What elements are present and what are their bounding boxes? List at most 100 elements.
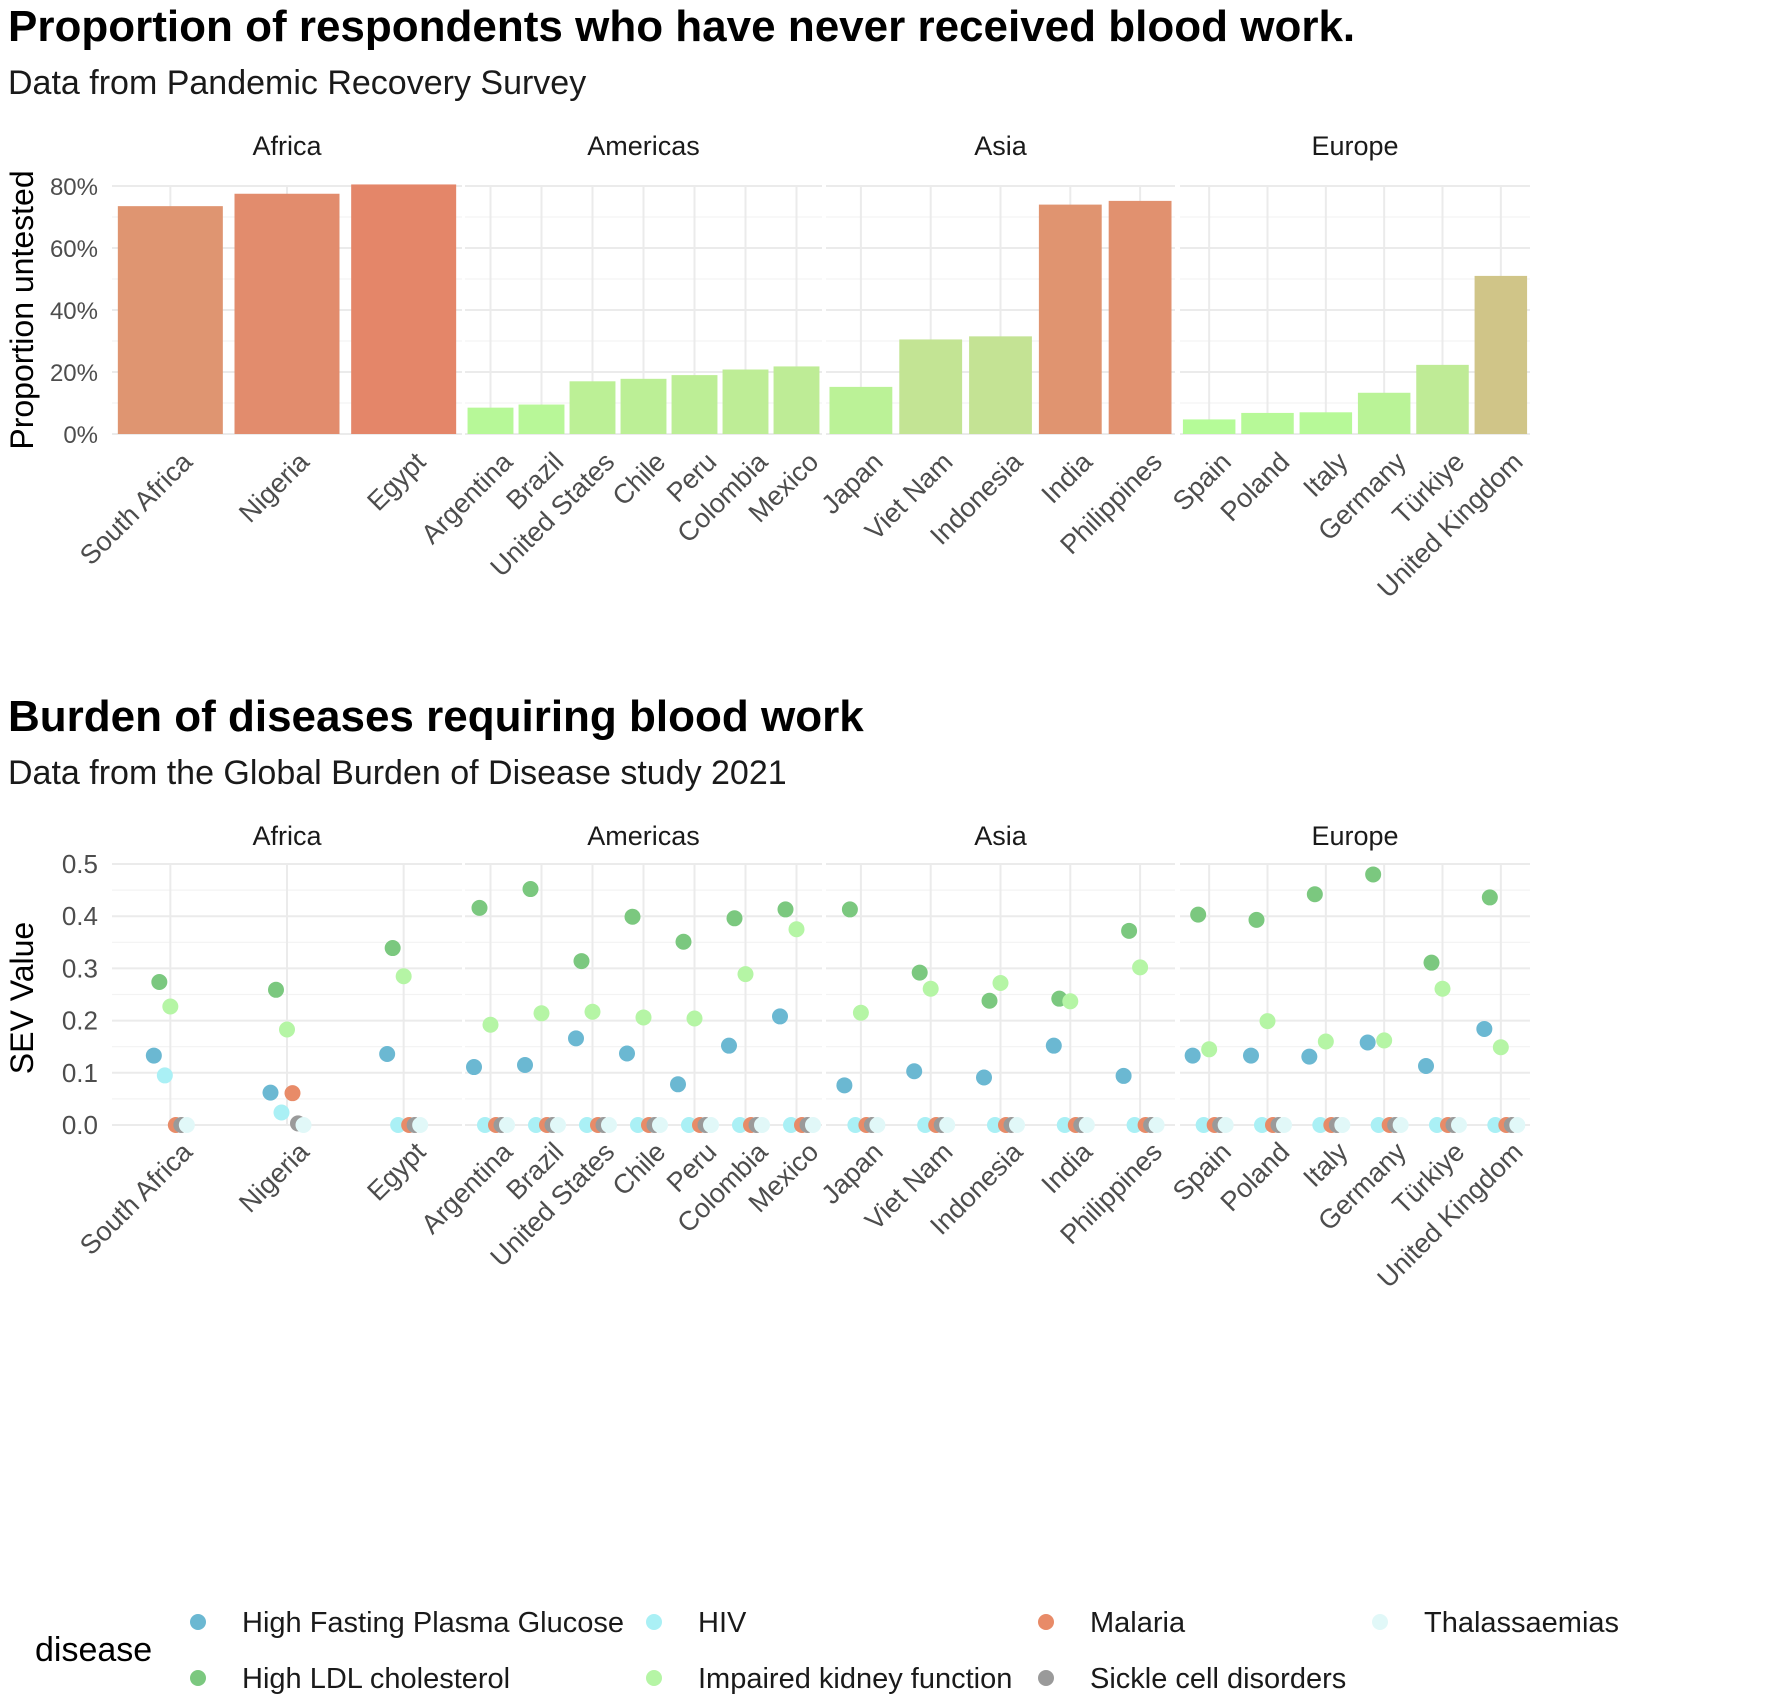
point-hiv-india (1056, 1117, 1073, 1133)
point-high-ldl-cholesterol-viet-nam (911, 964, 928, 981)
point-high-fasting-plasma-glucose-nigeria (262, 1084, 279, 1101)
point-impaired-kidney-function-indonesia (992, 975, 1009, 992)
point-high-ldl-cholesterol-argentina (471, 899, 488, 916)
point-high-fasting-plasma-glucose-t-rkiye (1418, 1058, 1434, 1075)
point-high-ldl-cholesterol-united-kingdom (1481, 889, 1498, 906)
point-high-fasting-plasma-glucose-chile (619, 1045, 635, 1062)
y-tick-label: 20% (50, 360, 98, 387)
point-high-fasting-plasma-glucose-india (1045, 1037, 1062, 1054)
point-impaired-kidney-function-poland (1259, 1013, 1276, 1030)
point-hiv-south-africa (156, 1067, 173, 1084)
bar-t-rkiye (1416, 364, 1469, 434)
legend-key-hiv (646, 1614, 662, 1630)
legend-label-malaria: Malaria (1090, 1607, 1186, 1639)
point-hiv-indonesia (987, 1117, 1003, 1133)
point-hiv-poland (1254, 1117, 1270, 1133)
chart2-subtitle: Data from the Global Burden of Disease s… (8, 754, 787, 792)
point-impaired-kidney-function-philippines (1132, 959, 1149, 976)
y-axis-label: Proportion untested (4, 170, 40, 449)
point-impaired-kidney-function-mexico (788, 921, 805, 938)
point-impaired-kidney-function-peru (686, 1010, 703, 1027)
point-impaired-kidney-function-t-rkiye (1434, 980, 1451, 997)
legend-label-impaired-kidney-function: Impaired kidney function (698, 1663, 1012, 1695)
point-thalassaemias-nigeria (295, 1117, 312, 1133)
point-hiv-peru (681, 1117, 697, 1133)
point-thalassaemias-peru (703, 1117, 719, 1133)
bar-egypt (351, 184, 457, 434)
bar-colombia (722, 369, 769, 434)
point-high-fasting-plasma-glucose-united-kingdom (1476, 1020, 1493, 1037)
facet-label-asia: Asia (974, 131, 1028, 161)
point-high-ldl-cholesterol-south-africa (151, 973, 168, 990)
point-impaired-kidney-function-japan (852, 1004, 869, 1021)
point-high-ldl-cholesterol-t-rkiye (1423, 954, 1440, 971)
bar-argentina (467, 407, 514, 434)
point-high-ldl-cholesterol-japan (841, 901, 858, 918)
point-high-fasting-plasma-glucose-viet-nam (906, 1063, 923, 1080)
point-hiv-argentina (477, 1117, 493, 1133)
chart2-title: Burden of diseases requiring blood work (8, 692, 864, 741)
point-impaired-kidney-function-united-kingdom (1492, 1039, 1509, 1056)
facet-label-africa: Africa (252, 131, 322, 161)
legend-key-malaria (1038, 1614, 1054, 1630)
point-high-ldl-cholesterol-mexico (777, 901, 794, 918)
legend-title: disease (35, 1631, 152, 1669)
point-hiv-germany (1370, 1117, 1387, 1133)
point-impaired-kidney-function-italy (1317, 1033, 1334, 1050)
legend-label-hiv: HIV (698, 1607, 747, 1639)
point-impaired-kidney-function-egypt (395, 968, 412, 985)
point-thalassaemias-philippines (1148, 1117, 1165, 1133)
bar-mexico (773, 366, 820, 434)
bar-viet-nam (899, 339, 963, 434)
point-high-fasting-plasma-glucose-indonesia (976, 1069, 992, 1086)
legend-label-high-ldl-cholesterol: High LDL cholesterol (242, 1663, 510, 1695)
x-tick-label-nigeria: Nigeria (233, 1136, 315, 1218)
legend-key-sickle-cell-disorders (1038, 1670, 1054, 1686)
point-high-fasting-plasma-glucose-argentina (466, 1059, 482, 1076)
point-thalassaemias-japan (869, 1117, 886, 1133)
point-impaired-kidney-function-spain (1201, 1041, 1218, 1058)
bar-poland (1241, 412, 1294, 434)
bar-india (1038, 204, 1102, 434)
point-high-fasting-plasma-glucose-egypt (379, 1046, 396, 1063)
point-thalassaemias-viet-nam (939, 1117, 956, 1133)
y-tick-label: 0.0 (62, 1110, 98, 1140)
point-impaired-kidney-function-united-states (584, 1003, 601, 1020)
chart1-subtitle: Data from Pandemic Recovery Survey (8, 64, 587, 102)
bar-united-kingdom (1474, 275, 1528, 434)
bar-philippines (1108, 200, 1172, 434)
point-high-ldl-cholesterol-colombia (726, 910, 743, 927)
point-hiv-italy (1312, 1117, 1329, 1133)
bar-peru (671, 375, 718, 434)
y-tick-label: 60% (50, 236, 98, 263)
point-high-ldl-cholesterol-peru (675, 933, 692, 950)
point-hiv-egypt (390, 1117, 407, 1133)
facet-label-africa: Africa (252, 821, 322, 851)
point-hiv-t-rkiye (1429, 1117, 1445, 1133)
point-high-fasting-plasma-glucose-spain (1184, 1047, 1201, 1064)
point-thalassaemias-germany (1392, 1117, 1409, 1133)
chart1-title: Proportion of respondents who have never… (8, 2, 1356, 51)
bar-brazil (518, 404, 565, 434)
point-impaired-kidney-function-argentina (482, 1016, 499, 1033)
facet-label-americas: Americas (587, 131, 700, 161)
point-thalassaemias-t-rkiye (1451, 1117, 1467, 1133)
point-hiv-philippines (1126, 1117, 1143, 1133)
y-tick-label: 80% (50, 174, 98, 201)
facet-label-europe: Europe (1311, 131, 1398, 161)
point-impaired-kidney-function-south-africa (162, 998, 179, 1015)
y-tick-label: 40% (50, 298, 98, 325)
point-high-fasting-plasma-glucose-germany (1359, 1034, 1376, 1051)
point-high-fasting-plasma-glucose-poland (1243, 1047, 1259, 1064)
point-thalassaemias-spain (1217, 1117, 1234, 1133)
bar-germany (1357, 392, 1411, 434)
point-thalassaemias-mexico (805, 1117, 821, 1133)
bar-indonesia (969, 336, 1032, 434)
point-thalassaemias-argentina (499, 1117, 515, 1133)
point-thalassaemias-chile (652, 1117, 668, 1133)
legend-label-high-fasting-plasma-glucose: High Fasting Plasma Glucose (242, 1607, 624, 1639)
point-high-ldl-cholesterol-indonesia (981, 992, 998, 1009)
facet-label-asia: Asia (974, 821, 1028, 851)
point-high-fasting-plasma-glucose-mexico (772, 1008, 788, 1025)
